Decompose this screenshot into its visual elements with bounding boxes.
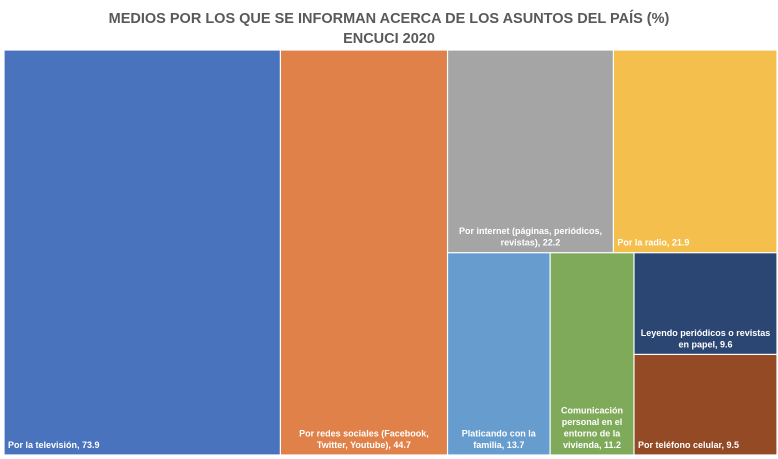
treemap-tile-3 [613,50,777,253]
treemap-label-line: revistas), 22.2 [501,238,561,248]
treemap-label-line: vivienda, 11.2 [563,440,621,450]
treemap-label-line: en papel, 9.6 [678,339,732,349]
treemap-tile-5 [550,253,634,455]
treemap-tile-6 [634,253,777,354]
treemap-label-5: Comunicación personal en el entorno de la v… [561,406,623,451]
treemap-label-line: personal en el [562,417,623,427]
treemap-label-line: Por la televisión, 73.9 [8,440,100,450]
chart-title: MEDIOS POR LOS QUE SE INFORMAN ACERCA DE… [109,10,670,27]
treemap-label-line: Leyendo periódicos o revistas [641,328,771,338]
treemap-label-7: Por teléfono celular, 9.5 [638,440,739,450]
treemap-label-0: Por la televisión, 73.9 [8,440,100,450]
treemap-tile-4 [448,253,550,455]
treemap-tile-1 [280,50,447,455]
treemap-label-line: Por teléfono celular, 9.5 [638,440,739,450]
treemap-label-line: Por la radio, 21.9 [617,238,689,248]
treemap-label-3: Por la radio, 21.9 [617,238,689,248]
treemap-label-line: familia, 13.7 [473,440,524,450]
treemap-label-4: Platicando con la familia, 13.7 [462,429,537,451]
treemap-label-line: Por internet (páginas, periódicos, [459,226,602,236]
treemap-label-1: Por redes sociales (Facebook, Twitter, Yo… [299,429,429,451]
treemap-label-line: Comunicación [561,406,623,416]
treemap-label-line: entorno de la [564,429,621,439]
treemap-tile-7 [634,354,777,455]
treemap-label-line: Platicando con la [462,429,537,439]
treemap-label-6: Leyendo periódicos o revistas en papel, 9… [641,328,771,350]
treemap-label-2: Por internet (páginas, periódicos, revist… [459,226,602,248]
treemap-label-line: Twitter, Youtube), 44.7 [317,440,411,450]
treemap-tile-2 [448,50,613,253]
treemap-tiles: Por la televisión, 73.9 Por redes sociale… [4,50,777,455]
treemap-label-line: Por redes sociales (Facebook, [299,429,429,439]
chart-subtitle: ENCUCI 2020 [343,31,435,47]
treemap-tile-0 [4,50,280,455]
